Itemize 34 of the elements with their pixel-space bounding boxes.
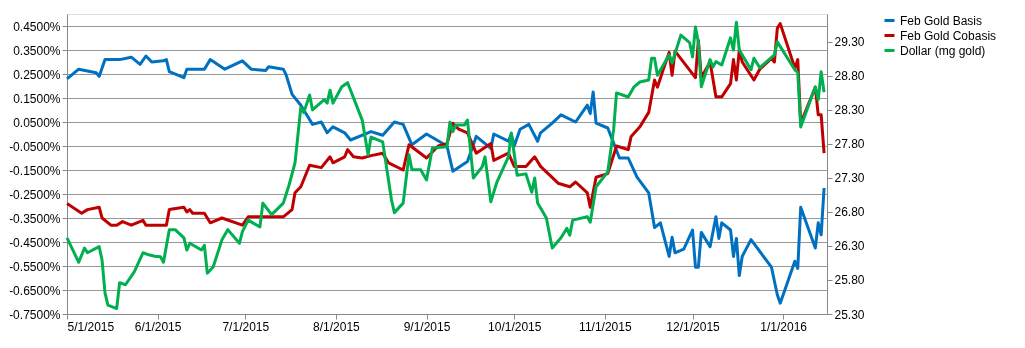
- x-tick-label: 8/1/2015: [313, 319, 361, 334]
- legend-label: Feb Gold Cobasis: [900, 28, 997, 43]
- y2-tick-label: 29.30: [834, 35, 865, 50]
- y2-tick-label: 28.80: [834, 69, 865, 84]
- y-tick-label: -0.7500%: [9, 307, 61, 322]
- x-tick-label: 5/1/2015: [67, 319, 115, 334]
- y2-tick-label: 25.80: [834, 273, 865, 288]
- y-tick-label: 0.1500%: [13, 91, 61, 106]
- y-tick-label: 0.4500%: [13, 19, 61, 34]
- y-tick-label: -0.6500%: [9, 283, 61, 298]
- y2-tick-label: 25.30: [834, 307, 865, 322]
- y-tick-label: -0.2500%: [9, 187, 61, 202]
- y-tick-label: 0.0500%: [13, 115, 61, 130]
- legend-label: Dollar (mg gold): [900, 43, 986, 58]
- y-tick-label: 0.2500%: [13, 67, 61, 82]
- x-tick-label: 12/1/2015: [666, 319, 721, 334]
- y-tick-label: -0.3500%: [9, 211, 61, 226]
- x-tick-label: 10/1/2015: [488, 319, 542, 334]
- y2-tick-label: 27.30: [834, 171, 865, 186]
- y-tick-label: -0.0500%: [9, 139, 61, 154]
- x-tick-label: 1/1/2016: [760, 319, 808, 334]
- x-tick-label: 6/1/2015: [134, 319, 182, 334]
- y2-tick-label: 26.30: [834, 239, 865, 254]
- x-tick-label: 9/1/2015: [403, 319, 451, 334]
- y2-tick-label: 27.80: [834, 137, 865, 152]
- y-tick-label: -0.1500%: [9, 163, 61, 178]
- y-tick-label: -0.5500%: [9, 259, 61, 274]
- x-tick-label: 7/1/2015: [222, 319, 270, 334]
- y-tick-label: -0.4500%: [9, 235, 61, 250]
- y-tick-label: 0.3500%: [13, 43, 61, 58]
- legend-label: Feb Gold Basis: [900, 13, 983, 28]
- x-tick-label: 11/1/2015: [579, 319, 632, 334]
- y2-tick-label: 26.80: [834, 205, 865, 220]
- y2-tick-label: 28.30: [834, 103, 865, 118]
